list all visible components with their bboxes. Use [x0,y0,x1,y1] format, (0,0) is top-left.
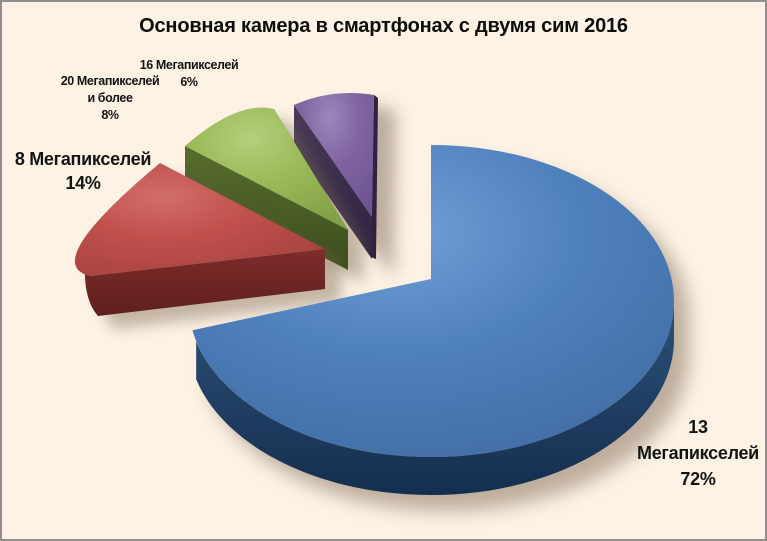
pie-slice-8mp [74,163,326,316]
data-label-20mp-name2: и более [87,91,133,105]
slice-20mp-top [185,107,348,230]
data-label-13mp-name1: 13 [688,417,708,437]
pie-slice-13mp [192,145,674,495]
data-label-13mp-value: 72% [680,469,716,489]
data-label-8mp-value: 14% [65,173,101,193]
data-label-13mp: 13 Мегапикселей 72% [588,414,765,492]
data-label-16mp: 16 Мегапикселей 6% [99,57,279,91]
data-label-20mp-value: 8% [101,108,119,122]
chart-title: Основная камера в смартфонах с двумя сим… [139,15,628,37]
slice-13mp-side [196,301,674,495]
slice-16mp-side-left [294,105,372,259]
data-label-16mp-name: 16 Мегапикселей [139,58,239,72]
data-label-20mp-name1: 20 Мегапикселей [60,74,160,88]
data-label-13mp-name2: Мегапикселей [637,443,759,463]
slice-13mp-top [192,145,674,457]
data-label-20mp: 20 Мегапикселей и более 8% [20,73,200,124]
slice-8mp-side [84,249,325,316]
slice-16mp-side-right [371,95,378,259]
slice-20mp-side-left [185,146,348,270]
data-label-8mp: 8 Мегапикселей 14% [2,147,194,195]
data-label-16mp-value: 6% [180,75,198,89]
pie-slice-16mp [294,92,378,259]
slice-16mp-top [294,92,374,217]
slice-8mp-top [74,163,326,276]
data-label-8mp-name: 8 Мегапикселей [14,149,152,169]
pie-slice-20mp [185,107,348,270]
